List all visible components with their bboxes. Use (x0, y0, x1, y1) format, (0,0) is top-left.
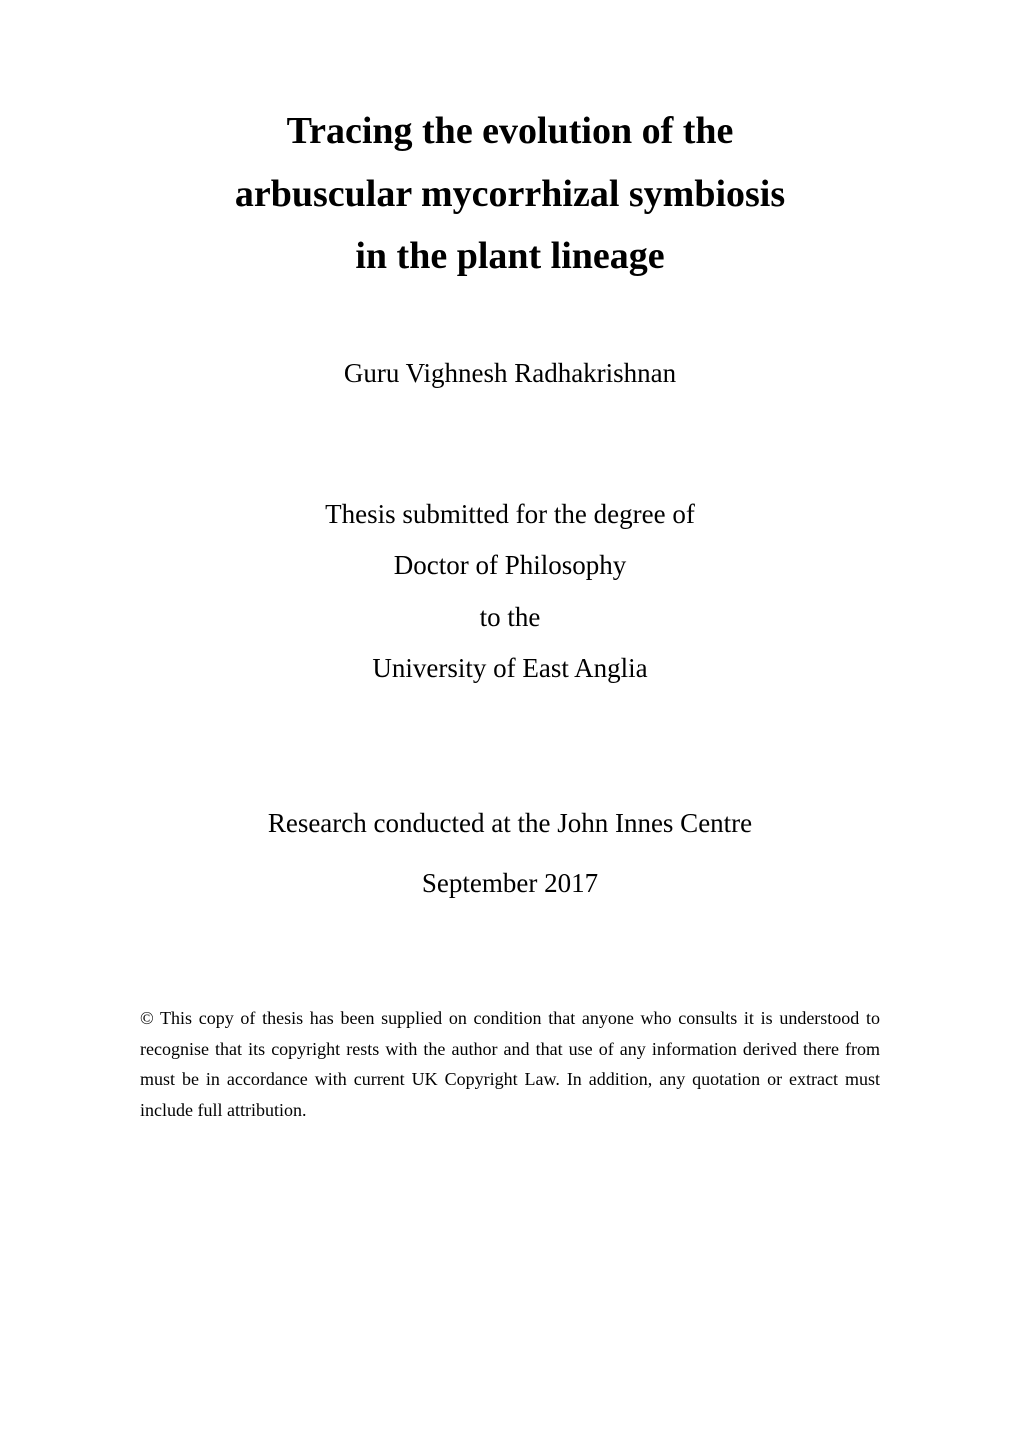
thesis-title: Tracing the evolution of the arbuscular … (140, 100, 880, 288)
author-name: Guru Vighnesh Radhakrishnan (140, 358, 880, 389)
degree-line-4: University of East Anglia (140, 643, 880, 694)
degree-line-2: Doctor of Philosophy (140, 540, 880, 591)
thesis-title-page: Tracing the evolution of the arbuscular … (0, 0, 1020, 1442)
degree-block: Thesis submitted for the degree of Docto… (140, 489, 880, 694)
title-line-1: Tracing the evolution of the (140, 100, 880, 163)
copyright-notice: © This copy of thesis has been supplied … (140, 1003, 880, 1125)
research-line-2: September 2017 (140, 854, 880, 913)
degree-line-1: Thesis submitted for the degree of (140, 489, 880, 540)
research-block: Research conducted at the John Innes Cen… (140, 794, 880, 913)
research-line-1: Research conducted at the John Innes Cen… (140, 794, 880, 853)
title-line-3: in the plant lineage (140, 225, 880, 288)
title-line-2: arbuscular mycorrhizal symbiosis (140, 163, 880, 226)
degree-line-3: to the (140, 592, 880, 643)
